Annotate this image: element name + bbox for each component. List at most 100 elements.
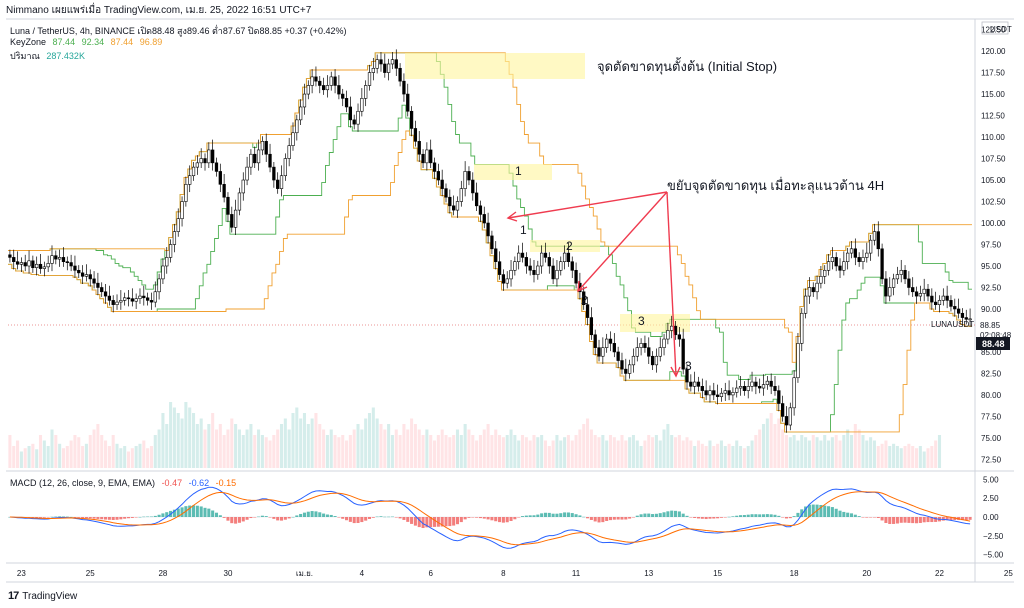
volume-bar [654, 435, 658, 468]
footer-brand: TradingView [22, 590, 78, 602]
macd-hist-bar [551, 513, 555, 517]
candle-body [153, 291, 157, 303]
volume-bar [750, 440, 754, 468]
macd-hist-bar [272, 517, 276, 519]
volume-bar [712, 446, 716, 468]
volume-bar [566, 435, 570, 468]
macd-hist-bar [42, 517, 46, 518]
macd-hist-bar [482, 517, 486, 519]
macd-hist-bar [758, 514, 762, 517]
macd-hist-bar [903, 517, 907, 523]
macd-hist-bar [306, 511, 310, 517]
symbol-tag: LUNAUSDT [931, 320, 974, 329]
volume-bar [16, 440, 20, 468]
volume-bar [345, 440, 349, 468]
price-tick-label: 95.00 [981, 262, 1002, 271]
macd-hist-bar [834, 508, 838, 517]
macd-hist-bar [528, 515, 532, 517]
volume-bar [264, 437, 268, 468]
candle-body [738, 386, 743, 389]
candle-body [195, 162, 199, 168]
keyzone-orange-upper [8, 52, 972, 363]
currency-box[interactable] [981, 21, 1009, 35]
candle-body [142, 295, 146, 299]
candle-body [256, 149, 261, 164]
initial-stop-zone [405, 53, 585, 79]
candle-body [582, 291, 586, 305]
volume-bar [421, 435, 425, 468]
volume-bar [551, 440, 555, 468]
candle-body [126, 297, 131, 300]
macd-hist-bar [31, 517, 35, 518]
candle-body [184, 184, 188, 202]
volume-bar [237, 429, 241, 468]
volume-bar [455, 429, 460, 468]
macd-hist-bar [934, 517, 938, 522]
macd-hist-bar [674, 510, 678, 517]
macd-hist-bar [494, 517, 498, 522]
symbol-legend[interactable]: Luna / TetherUS, 4h, BINANCE เปิด88.48 ส… [10, 26, 347, 36]
macd-hist-bar [222, 517, 226, 518]
candle-body [100, 287, 104, 293]
macd-hist-bar [360, 517, 364, 523]
volume-bar [674, 437, 678, 468]
macd-hist-bar [628, 517, 632, 519]
keyzone-value-2: 92.34 [81, 37, 105, 47]
candle-body [149, 300, 154, 303]
macd-hist-bar [100, 517, 104, 520]
volume-bar [348, 435, 352, 468]
candle-body [670, 325, 674, 331]
volume-bar [295, 407, 299, 468]
candle-body [758, 386, 762, 389]
candle-body [704, 390, 708, 396]
time-tick-label: 30 [224, 569, 233, 578]
volume-bar [723, 446, 727, 468]
price-tag: 88.85 [980, 321, 1001, 330]
macd-hist-bar [448, 517, 452, 527]
macd-hist-bar [777, 515, 781, 517]
candle-body [157, 278, 161, 293]
volume-legend[interactable]: ปริมาณ 287.432K [10, 49, 89, 63]
macd-hist-bar [260, 515, 264, 517]
candle-body [800, 312, 804, 344]
volume-bar [578, 429, 582, 468]
volume-bar [245, 429, 249, 468]
volume-bar [444, 435, 448, 468]
volume-bar [677, 435, 681, 468]
candle-body [501, 274, 506, 284]
candle-body [547, 257, 551, 267]
macd-hist-bar [268, 517, 272, 518]
candle-body [811, 287, 815, 293]
initial-stop-label: จุดตัดขาดทุนตั้งต้น (Initial Stop) [597, 57, 777, 75]
macd-hist-bar [81, 517, 85, 519]
volume-bar [643, 440, 647, 468]
candle-body [233, 209, 238, 228]
macd-legend[interactable]: MACD (12, 26, close, 9, EMA, EMA) -0.47 … [10, 478, 240, 488]
macd-hist-bar [188, 505, 192, 517]
macd-hist-bar [849, 513, 854, 517]
volume-bar [620, 435, 624, 468]
volume-bar [360, 429, 364, 468]
volume-bar [410, 418, 414, 468]
macd-hist-bar [761, 514, 766, 517]
candle-body [685, 368, 689, 383]
macd-hist-bar [769, 514, 773, 517]
macd-hist-bar [513, 517, 517, 520]
candle-body [180, 201, 184, 220]
volume-bar [390, 435, 394, 468]
candle-body [631, 355, 636, 366]
candle-body [46, 263, 50, 268]
macd-hist-bar [417, 517, 421, 528]
candle-body [130, 298, 134, 302]
macd-hist-bar [88, 517, 92, 519]
candle-body [605, 338, 609, 348]
macd-hist-bar [666, 511, 670, 517]
macd-hist-bar [367, 517, 372, 519]
macd-hist-bar [796, 512, 800, 517]
candle-body [58, 257, 62, 260]
keyzone-legend[interactable]: KeyZone 87.44 92.34 87.44 96.89 [10, 37, 166, 47]
volume-bar [169, 402, 173, 468]
volume-bar [440, 429, 444, 468]
volume-bar [872, 440, 876, 468]
